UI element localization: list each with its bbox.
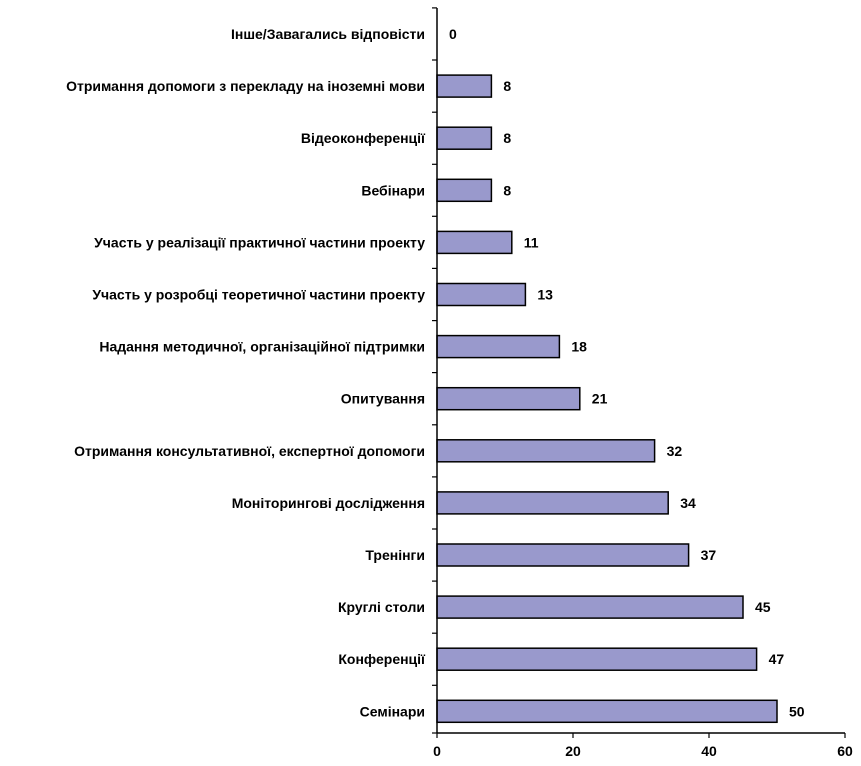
category-label: Моніторингові дослідження: [232, 495, 425, 511]
bar: [436, 126, 493, 150]
category-label: Конференції: [338, 651, 426, 667]
x-tick-label: 0: [433, 743, 441, 759]
x-tick-label: 20: [565, 743, 581, 759]
bar: [436, 230, 513, 255]
bar: [436, 178, 493, 203]
bar: [436, 699, 778, 724]
category-label: Опитування: [341, 391, 425, 407]
data-label: 21: [592, 391, 608, 407]
category-label: Отримання допомоги з перекладу на інозем…: [66, 78, 425, 94]
bar: [436, 439, 656, 463]
data-label: 0: [449, 26, 457, 42]
category-label: Інше/Завагались відповісти: [231, 26, 425, 42]
bar: [436, 334, 561, 359]
x-tick-label: 40: [701, 743, 717, 759]
category-label: Вебінари: [361, 182, 425, 198]
bar: [436, 647, 758, 671]
category-label: Семінари: [360, 703, 425, 719]
x-tick-label: 60: [837, 743, 853, 759]
data-label: 50: [789, 703, 805, 719]
category-label: Надання методичної, організаційної підтр…: [99, 339, 425, 355]
bar: [436, 543, 690, 567]
bar: [436, 491, 669, 515]
category-label: Участь у реалізації практичної частини п…: [94, 234, 425, 250]
bar: [436, 386, 581, 411]
bar: [436, 595, 744, 619]
data-label: 8: [503, 130, 511, 146]
data-label: 34: [680, 495, 696, 511]
data-label: 45: [755, 599, 771, 615]
category-label: Участь у розробці теоретичної частини пр…: [92, 287, 425, 303]
data-label: 18: [571, 339, 587, 355]
data-label: 37: [701, 547, 717, 563]
category-label: Відеоконференції: [301, 130, 426, 146]
data-label: 11: [524, 234, 539, 250]
axes: [432, 7, 846, 738]
data-label: 32: [667, 443, 683, 459]
category-label: Круглі столи: [338, 599, 425, 615]
data-label: 8: [503, 78, 511, 94]
data-label: 47: [769, 651, 785, 667]
labels-layer: Інше/Завагались відповісти 0 Отримання доп…: [66, 26, 853, 759]
bar: [436, 282, 527, 307]
bar: [436, 74, 493, 98]
data-label: 8: [503, 182, 511, 198]
data-label: 13: [537, 287, 553, 303]
category-label: Отримання консультативної, експертної до…: [74, 443, 425, 459]
category-label: Тренінги: [365, 547, 425, 563]
